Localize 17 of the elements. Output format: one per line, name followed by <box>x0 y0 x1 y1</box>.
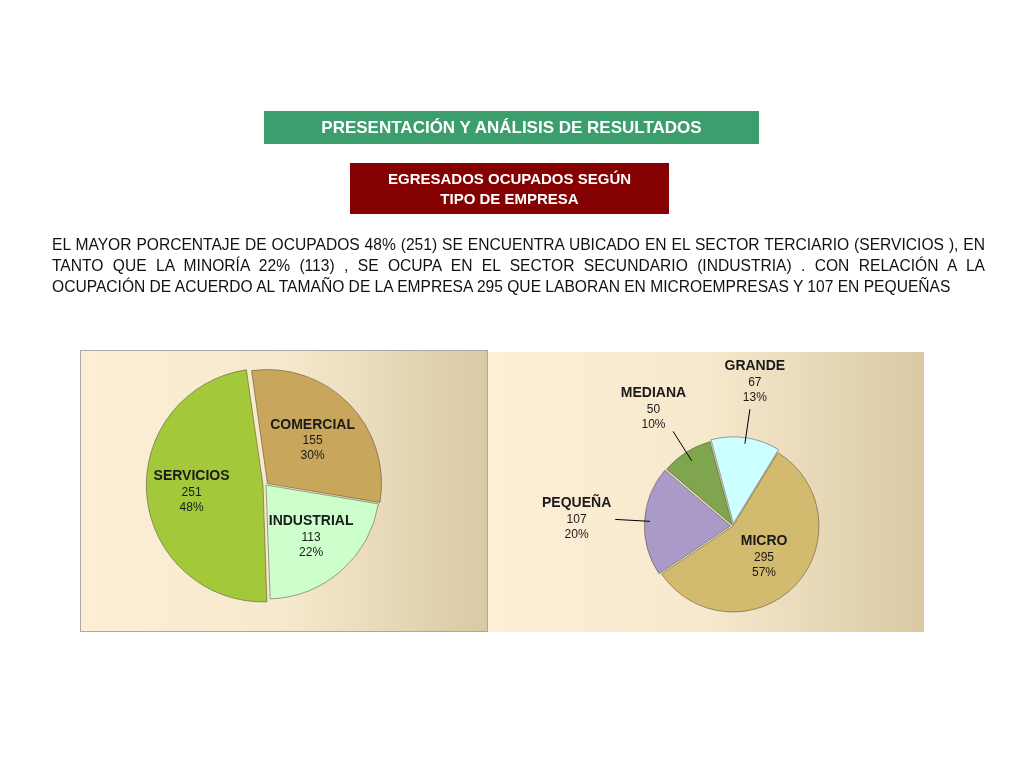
data-label: 67 13% <box>742 375 768 405</box>
data-label: 107 20% <box>564 511 589 541</box>
slice-label: INDUSTRIAL <box>268 512 354 529</box>
slice-label: PEQUEÑA <box>542 492 612 510</box>
slice-label: MEDIANA <box>620 383 687 400</box>
data-label: 113 22% <box>299 530 324 560</box>
slice-label: SERVICIOS <box>153 467 230 484</box>
text: PRESENTACIÓN Y ANÁLISIS DE RESULTADOS <box>264 111 759 144</box>
data-label: 295 57% <box>752 549 777 579</box>
slice-label: GRANDE <box>724 357 786 374</box>
data-label: 155 30% <box>300 433 325 463</box>
text: EL MAYOR PORCENTAJE DE OCUPADOS 48% (251) SE ENCUENTRA UBICADO EN EL SECTOR TERCIARIO (SERVICIOS ), EN TANTO QUE LA MINORÍA 22% (113) , SE OCUPA EN EL SECTOR SECUNDARIO (INDUSTRIA) . CON RELACIÓN A LA OCUPACIÓN DE ACUERDO AL TAMAÑO DE LA EMPRESA 295 QUE LABORAN EN MICROEMPRESAS Y 107 EN PEQUEÑAS <box>52 235 985 297</box>
data-label: 251 48% <box>179 485 204 515</box>
slice-label: MICRO <box>740 531 788 548</box>
text: EGRESADOS OCUPADOS SEGÚN TIPO DE EMPRESA <box>350 163 669 214</box>
slice-label: COMERCIAL <box>270 415 356 432</box>
data-label: 50 10% <box>641 401 666 431</box>
